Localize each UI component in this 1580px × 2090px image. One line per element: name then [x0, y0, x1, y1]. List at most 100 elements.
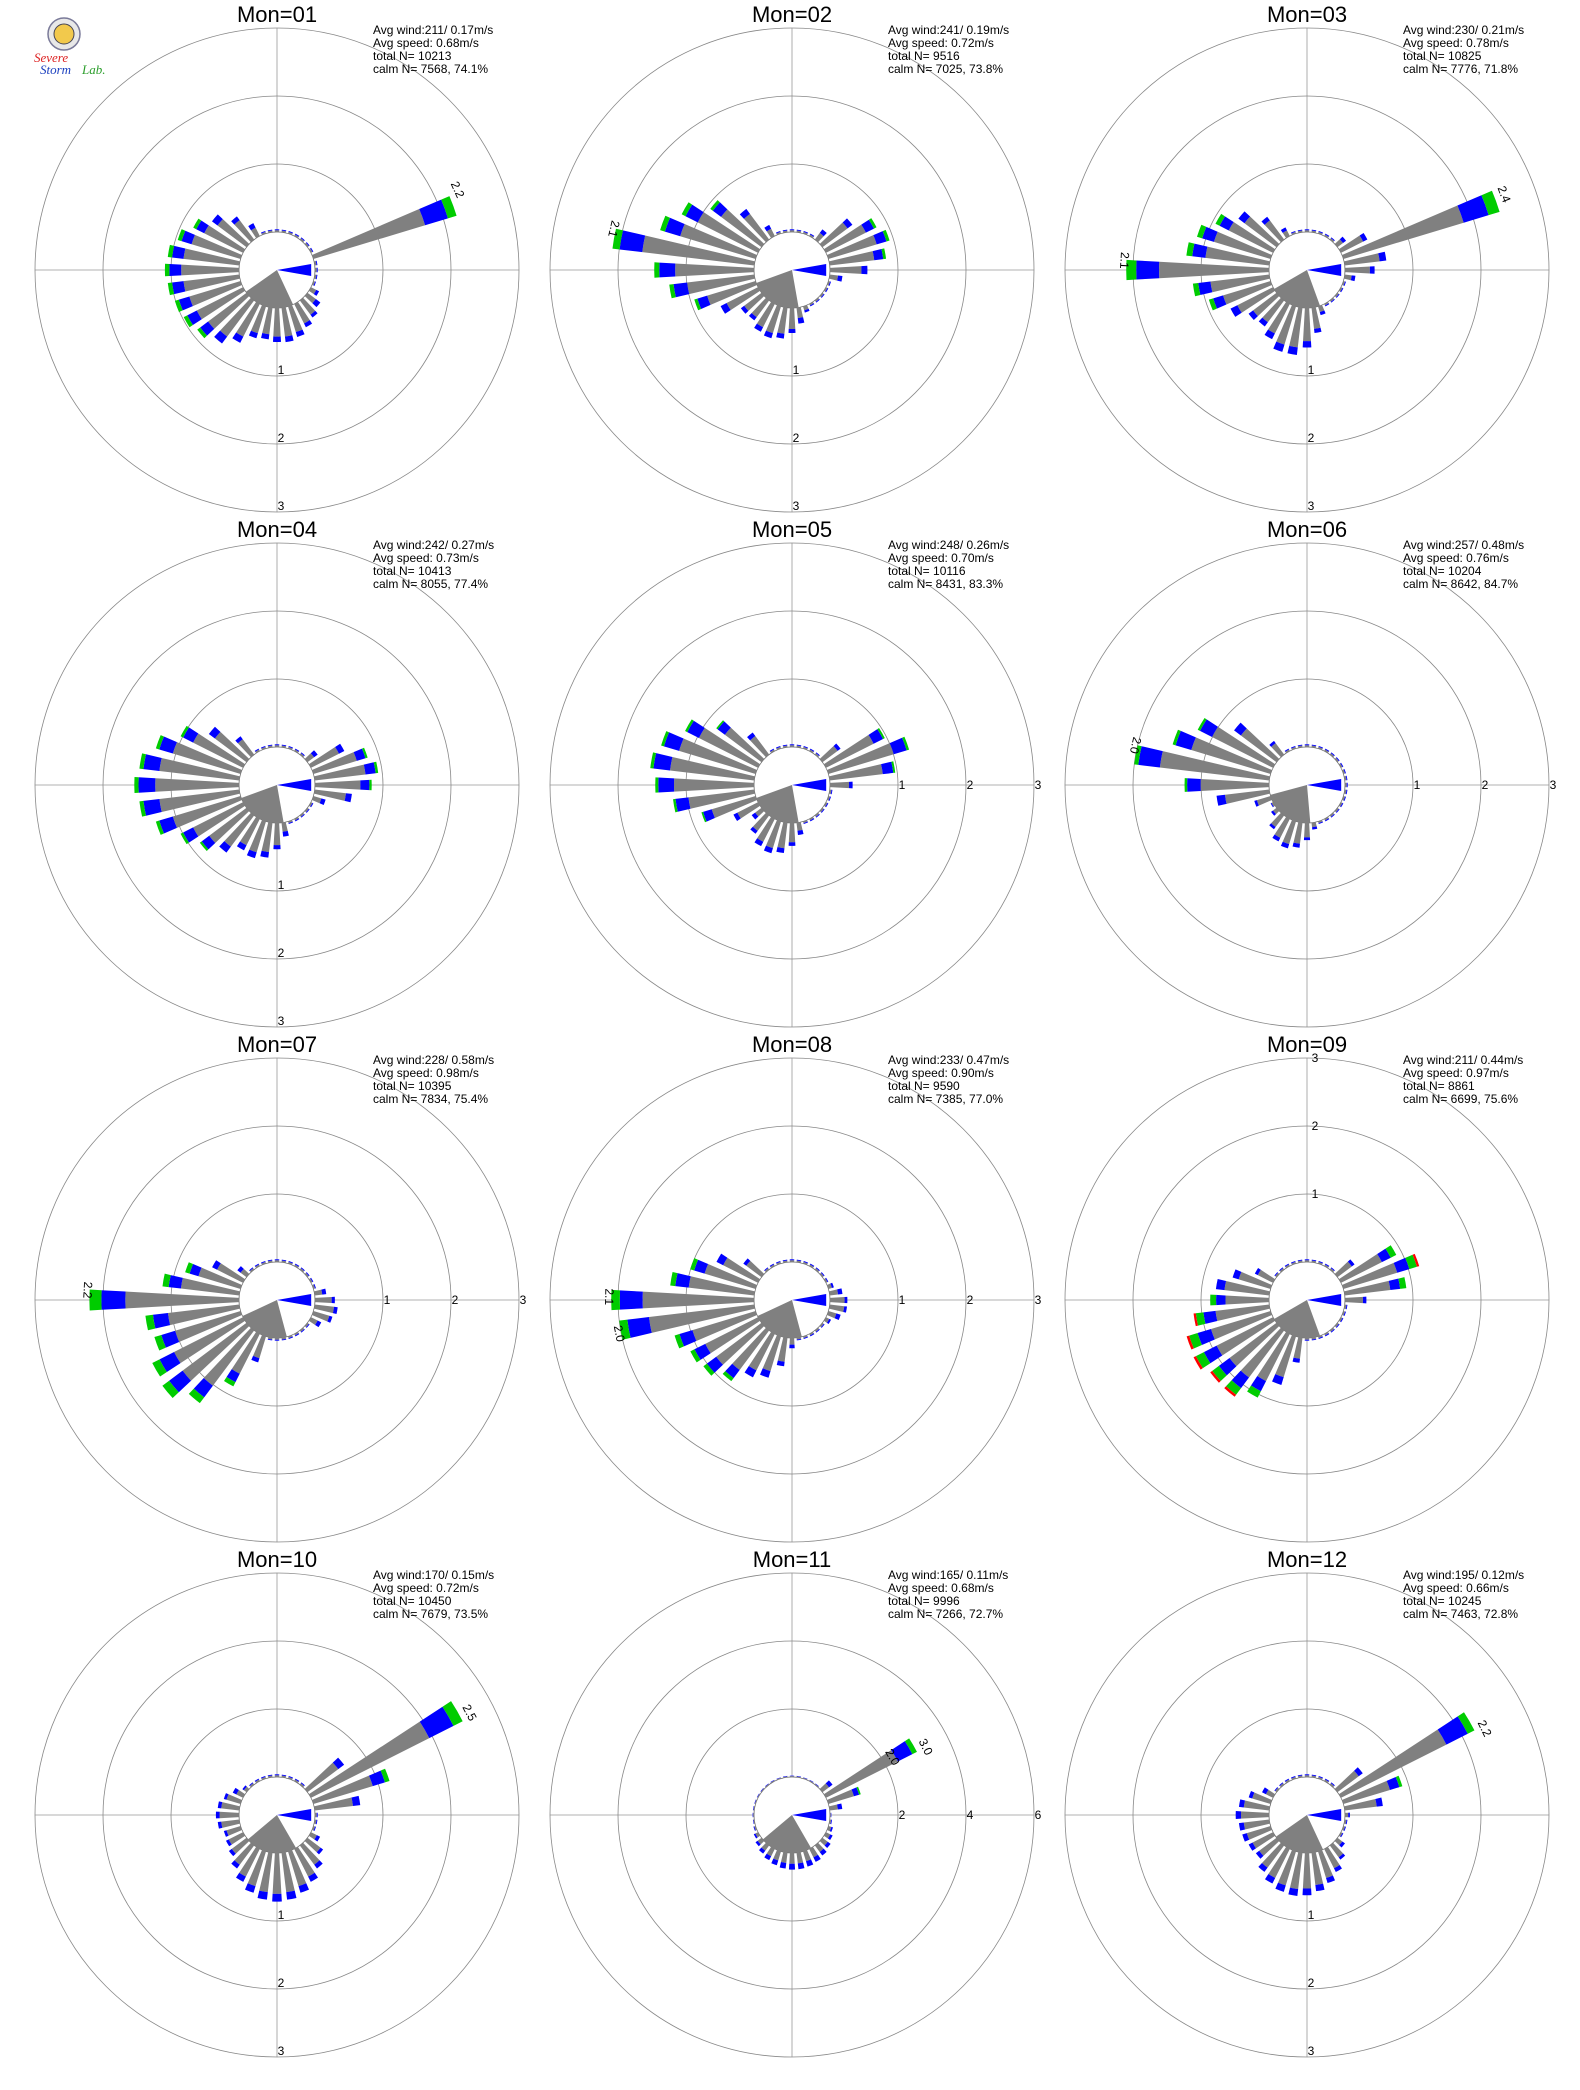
mean-vector — [792, 264, 827, 276]
petal-seg-mid — [305, 242, 310, 247]
petal-80 — [829, 248, 887, 266]
petal-320 — [249, 1267, 255, 1273]
petal-seg-low — [796, 307, 804, 319]
ring-3 — [34, 1057, 520, 1543]
petal-seg-mid — [1330, 1267, 1335, 1272]
petal-60 — [1338, 1712, 1475, 1798]
petal-70 — [311, 747, 368, 775]
petal-280 — [752, 1806, 755, 1811]
petal-seg-mid — [815, 298, 820, 303]
petal-seg-mid — [1284, 748, 1290, 752]
petal-seg-mid — [848, 781, 853, 789]
petal-40 — [1329, 237, 1335, 243]
petal-seg-mid — [861, 265, 868, 275]
petal-200 — [1273, 304, 1297, 352]
petal-seg-high — [1197, 717, 1207, 731]
petal-seg-mid — [1318, 821, 1324, 824]
petal-150 — [809, 1331, 815, 1337]
petal-170 — [281, 1337, 287, 1341]
petal-60 — [823, 1277, 829, 1283]
petal-seg-low — [1271, 812, 1285, 827]
petal-seg-mid — [803, 746, 809, 749]
petal-seg-mid — [1324, 233, 1330, 237]
petal-130 — [1334, 1837, 1345, 1848]
petal-40 — [299, 1782, 305, 1788]
petal-150 — [294, 816, 300, 822]
petal-seg-low — [261, 1261, 267, 1266]
petal-80 — [1344, 1797, 1383, 1811]
petal-seg-mid — [314, 1835, 321, 1842]
petal-220 — [231, 1842, 255, 1869]
petal-seg-low — [814, 232, 824, 243]
petal-270 — [655, 777, 755, 793]
petal-310 — [743, 1258, 765, 1278]
petal-seg-low — [217, 219, 250, 248]
petal-190 — [1292, 822, 1303, 848]
petal-seg-high — [1385, 1245, 1397, 1258]
petal-30 — [294, 1263, 300, 1269]
petal-seg-mid — [313, 1826, 316, 1832]
petal-seg-mid — [288, 231, 294, 234]
petal-seg-low — [823, 1832, 831, 1839]
petal-seg-low — [259, 1852, 273, 1893]
petal-seg-mid — [315, 1819, 318, 1825]
petal-seg-low — [281, 230, 287, 233]
ring-label-3: 3 — [1308, 499, 1315, 513]
petal-seg-low — [1275, 1787, 1280, 1793]
petal-seg-mid — [789, 1344, 795, 1349]
petal-seg-mid — [363, 762, 376, 775]
petal-seg-low — [155, 778, 240, 792]
petal-320 — [249, 1782, 255, 1788]
petal-230 — [228, 1837, 250, 1857]
petal-seg-low — [159, 757, 240, 781]
petal-seg-low — [294, 1846, 315, 1877]
petal-seg-mid — [1297, 744, 1303, 747]
petal-seg-low — [819, 807, 824, 813]
petal-50 — [304, 1272, 310, 1278]
petal-40 — [299, 752, 305, 758]
petal-seg-mid — [664, 217, 685, 237]
petal-seg-mid — [1270, 802, 1274, 808]
petal-seg-mid — [101, 1290, 126, 1310]
petal-seg-mid — [249, 1782, 254, 1787]
petal-seg-low — [1338, 802, 1343, 807]
petal-seg-low — [796, 1260, 802, 1263]
petal-seg-mid — [1219, 216, 1234, 231]
petal-seg-mid — [1335, 293, 1340, 298]
petal-80 — [1344, 251, 1387, 266]
ring-label-1: 2 — [899, 1808, 906, 1822]
petal-seg-high — [674, 1333, 684, 1349]
petal-seg-low — [1344, 1819, 1347, 1825]
stat-line-4: calm N= 8642, 84.7% — [1403, 577, 1518, 591]
petal-seg-low — [304, 1322, 309, 1328]
petal-seg-mid — [211, 214, 223, 226]
petal-seg-low — [777, 1337, 788, 1362]
mean-vector — [792, 779, 827, 791]
petal-110 — [311, 795, 326, 806]
panel-title: Mon=11 — [753, 1547, 831, 1572]
petal-seg-low — [262, 307, 273, 335]
petal-100 — [314, 789, 352, 803]
stat-line-1: Avg wind:248/ 0.26m/s — [888, 538, 1009, 552]
petal-seg-mid — [820, 1323, 825, 1328]
ring-label-2: 4 — [967, 1808, 974, 1822]
petal-seg-low — [1341, 280, 1346, 286]
petal-seg-low — [1224, 1281, 1270, 1296]
petal-100 — [1344, 789, 1348, 795]
petal-seg-low — [1304, 822, 1310, 838]
petal-seg-mid — [1288, 1887, 1299, 1896]
petal-seg-mid — [1377, 1248, 1391, 1263]
ring-2 — [1132, 1125, 1482, 1475]
petal-seg-mid — [764, 1853, 772, 1861]
petal-300 — [756, 1793, 761, 1798]
petal-seg-low — [1344, 775, 1347, 781]
petal-seg-low — [687, 274, 755, 295]
petal-230 — [1210, 1322, 1280, 1383]
petal-seg-low — [746, 1260, 765, 1278]
petal-seg-mid — [231, 1860, 240, 1869]
petal-seg-mid — [653, 753, 673, 771]
petal-seg-low — [726, 287, 761, 311]
petal-seg-low — [789, 1852, 795, 1864]
petal-seg-low — [1304, 1337, 1310, 1340]
petal-340 — [775, 1261, 782, 1266]
